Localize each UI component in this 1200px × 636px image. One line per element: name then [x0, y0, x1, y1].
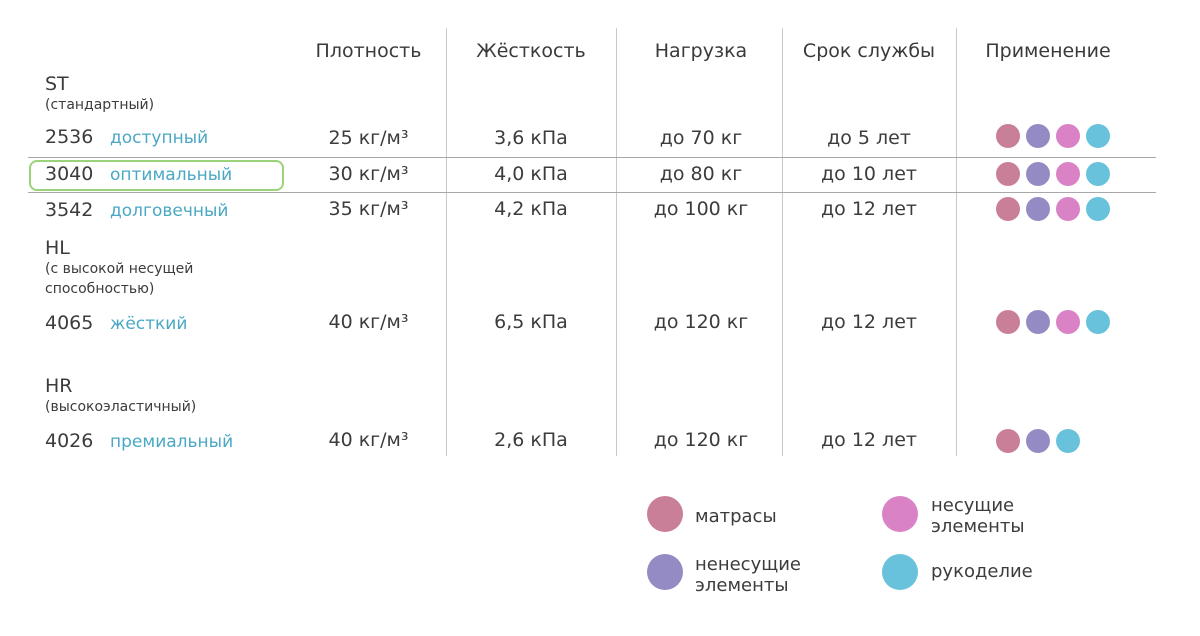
row-divider — [28, 157, 1156, 158]
product-tier: премиальный — [110, 432, 234, 452]
product-tier: долговечный — [110, 201, 229, 221]
density-value: 30 кг/м³ — [328, 163, 409, 185]
lifetime-value: до 10 лет — [821, 163, 917, 185]
legend-dot-mattress — [647, 496, 683, 532]
legend-label-mattress: матрасы — [695, 506, 777, 527]
legend-dot-load — [882, 496, 918, 532]
density-value: 40 кг/м³ — [328, 429, 409, 451]
legend-label-load: несущие элементы — [931, 495, 1025, 537]
product-code: 3542 — [45, 199, 94, 221]
product-code: 4065 — [45, 312, 94, 334]
group-name: HR — [45, 375, 73, 397]
density-value: 40 кг/м³ — [328, 311, 409, 333]
load-value: до 120 кг — [653, 311, 749, 333]
product-tier: оптимальный — [110, 165, 233, 185]
column-divider — [956, 28, 957, 456]
stiffness-value: 4,2 кПа — [494, 198, 568, 220]
application-dot-mattress — [996, 124, 1020, 148]
load-value: до 70 кг — [659, 127, 743, 149]
stiffness-value: 3,6 кПа — [494, 127, 568, 149]
application-dot-mattress — [996, 429, 1020, 453]
lifetime-value: до 12 лет — [821, 429, 917, 451]
column-divider — [616, 28, 617, 456]
application-dot-crafts — [1086, 197, 1110, 221]
density-value: 25 кг/м³ — [328, 127, 409, 149]
application-dot-mattress — [996, 310, 1020, 334]
legend-label-non-load: ненесущие элементы — [695, 554, 801, 596]
product-code: 2536 — [45, 126, 94, 148]
stiffness-value: 6,5 кПа — [494, 311, 568, 333]
group-description: (стандартный) — [45, 97, 155, 113]
application-dot-load — [1056, 197, 1080, 221]
header-application: Применение — [985, 40, 1111, 62]
group-description: (с высокой несущей способностью) — [45, 261, 194, 297]
load-value: до 100 кг — [653, 198, 749, 220]
column-divider — [782, 28, 783, 456]
application-dot-non-load — [1026, 162, 1050, 186]
column-divider — [446, 28, 447, 456]
header-density: Плотность — [315, 40, 422, 62]
group-name: ST — [45, 73, 69, 95]
group-name: HL — [45, 237, 70, 259]
application-dot-mattress — [996, 197, 1020, 221]
application-dot-crafts — [1086, 310, 1110, 334]
lifetime-value: до 5 лет — [827, 127, 911, 149]
product-code: 3040 — [45, 163, 94, 185]
lifetime-value: до 12 лет — [821, 198, 917, 220]
group-description: (высокоэластичный) — [45, 399, 197, 415]
legend-dot-non-load — [647, 554, 683, 590]
load-value: до 80 кг — [659, 163, 743, 185]
application-dot-mattress — [996, 162, 1020, 186]
application-dot-non-load — [1026, 429, 1050, 453]
application-dot-load — [1056, 310, 1080, 334]
product-tier: жёсткий — [110, 314, 188, 334]
stiffness-value: 4,0 кПа — [494, 163, 568, 185]
header-stiffness: Жёсткость — [476, 40, 586, 62]
density-value: 35 кг/м³ — [328, 198, 409, 220]
row-divider — [28, 192, 1156, 193]
application-dot-load — [1056, 124, 1080, 148]
product-code: 4026 — [45, 430, 94, 452]
legend-label-crafts: рукоделие — [931, 561, 1033, 582]
application-dot-crafts — [1086, 124, 1110, 148]
header-lifetime: Срок службы — [802, 40, 936, 62]
highlight-box — [29, 160, 284, 191]
application-dot-non-load — [1026, 197, 1050, 221]
application-dot-non-load — [1026, 310, 1050, 334]
legend-dot-crafts — [882, 554, 918, 590]
load-value: до 120 кг — [653, 429, 749, 451]
application-dot-crafts — [1056, 429, 1080, 453]
stiffness-value: 2,6 кПа — [494, 429, 568, 451]
product-tier: доступный — [110, 128, 209, 148]
lifetime-value: до 12 лет — [821, 311, 917, 333]
header-load: Нагрузка — [654, 40, 748, 62]
application-dot-load — [1056, 162, 1080, 186]
application-dot-non-load — [1026, 124, 1050, 148]
application-dot-crafts — [1086, 162, 1110, 186]
